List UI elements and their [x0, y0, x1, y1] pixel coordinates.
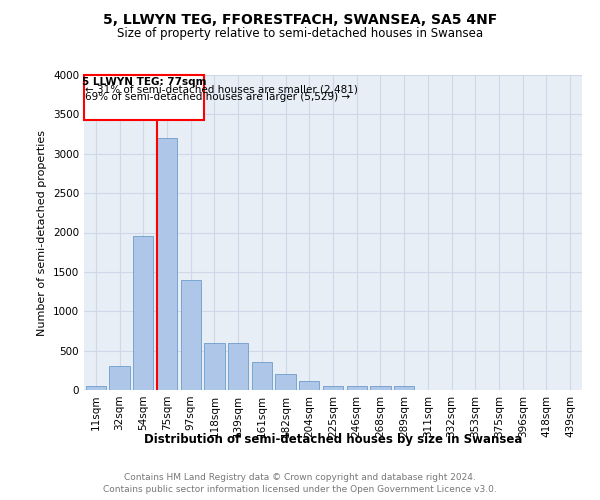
Bar [275, 374, 296, 390]
Bar [84, 75, 204, 120]
Bar [228, 343, 248, 390]
Y-axis label: Number of semi-detached properties: Number of semi-detached properties [37, 130, 47, 336]
Bar [157, 138, 177, 390]
Bar [109, 366, 130, 390]
Bar [205, 343, 224, 390]
Bar [181, 280, 201, 390]
Text: 5 LLWYN TEG: 77sqm: 5 LLWYN TEG: 77sqm [82, 76, 206, 86]
Text: Distribution of semi-detached houses by size in Swansea: Distribution of semi-detached houses by … [144, 432, 522, 446]
Bar [323, 386, 343, 390]
Bar [133, 236, 154, 390]
Text: 5, LLWYN TEG, FFORESTFACH, SWANSEA, SA5 4NF: 5, LLWYN TEG, FFORESTFACH, SWANSEA, SA5 … [103, 12, 497, 26]
Text: Size of property relative to semi-detached houses in Swansea: Size of property relative to semi-detach… [117, 28, 483, 40]
Bar [394, 386, 414, 390]
Bar [252, 362, 272, 390]
Bar [347, 386, 367, 390]
Text: Contains public sector information licensed under the Open Government Licence v3: Contains public sector information licen… [103, 485, 497, 494]
Text: 69% of semi-detached houses are larger (5,529) →: 69% of semi-detached houses are larger (… [85, 92, 350, 102]
Text: ← 31% of semi-detached houses are smaller (2,481): ← 31% of semi-detached houses are smalle… [85, 84, 358, 94]
Bar [299, 380, 319, 390]
Text: Contains HM Land Registry data © Crown copyright and database right 2024.: Contains HM Land Registry data © Crown c… [124, 472, 476, 482]
Bar [86, 386, 106, 390]
Bar [370, 386, 391, 390]
